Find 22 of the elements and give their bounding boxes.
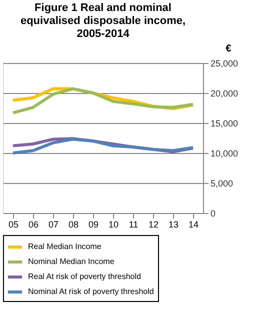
y-tick-label: 20,000 — [210, 88, 238, 98]
chart-title: Figure 1 Real and nominal equivalised disposable income, 2005-2014 — [20, 2, 186, 40]
legend-label: Nominal At risk of poverty threshold — [28, 287, 154, 296]
legend-label: Nominal Median Income — [28, 257, 115, 266]
x-tick-label: 06 — [28, 220, 39, 230]
x-tick-label: 11 — [128, 220, 138, 230]
x-tick-label: 05 — [8, 220, 19, 230]
x-tick-label: 07 — [48, 220, 59, 230]
y-tick-label: 10,000 — [210, 148, 238, 158]
x-tick-label: 10 — [108, 220, 119, 230]
y-axis-title: € — [226, 44, 232, 54]
legend-label: Real Median Income — [28, 242, 102, 251]
x-tick-label: 12 — [148, 220, 159, 230]
x-tick-label: 09 — [88, 220, 99, 230]
legend-label: Real At risk of poverty threshold — [28, 272, 141, 281]
x-tick-label: 08 — [68, 220, 79, 230]
y-tick-label: 15,000 — [210, 118, 238, 128]
y-tick-label: 5,000 — [210, 178, 234, 188]
y-tick-label: 25,000 — [210, 58, 238, 68]
y-tick-label: 0 — [210, 208, 216, 218]
x-tick-label: 13 — [168, 220, 179, 230]
x-tick-label: 14 — [188, 220, 199, 230]
